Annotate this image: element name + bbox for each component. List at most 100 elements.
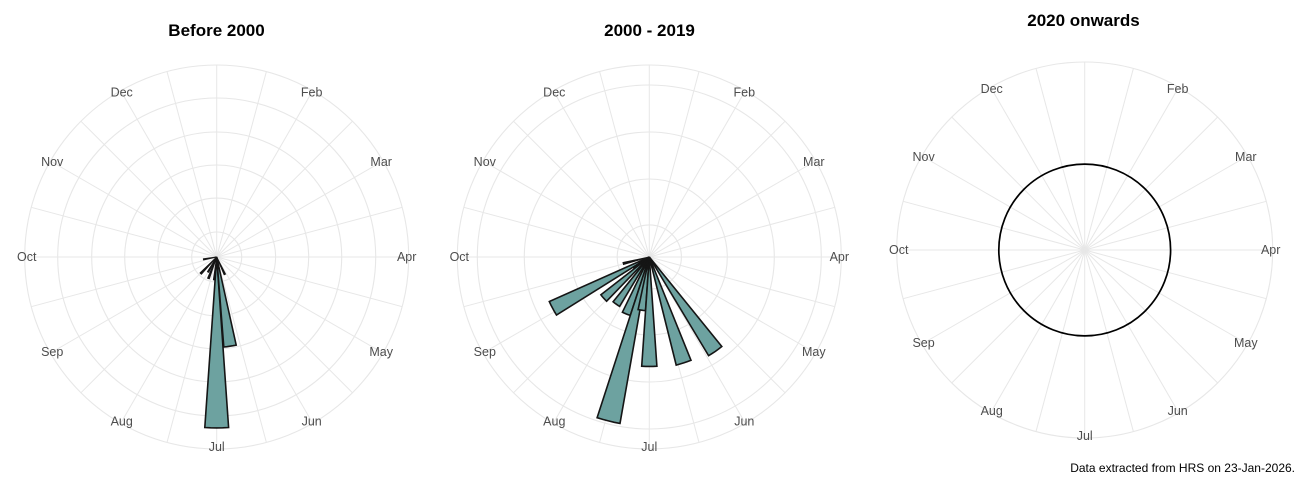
chart-1-grid-ring	[476, 84, 822, 430]
chart-2-month-label-apr: Apr	[1261, 243, 1280, 257]
chart-0-grid-spoke	[31, 206, 217, 258]
chart-0-grid-spoke	[216, 256, 384, 354]
chart-1-grid-spoke	[599, 71, 650, 258]
chart-1-bar	[611, 256, 650, 308]
chart-0-grid-spoke	[216, 256, 314, 424]
chart-0-month-label-aug: Aug	[111, 415, 133, 429]
chart-0-month-label-feb: Feb	[301, 86, 323, 100]
chart-0-spike	[206, 256, 218, 274]
chart-1-month-label-oct: Oct	[450, 250, 470, 264]
chart-0-month-label-apr: Apr	[397, 250, 416, 264]
chart-2-grid-spoke	[1084, 249, 1218, 384]
chart-0-month-label-mar: Mar	[370, 155, 392, 169]
chart-1-bar	[640, 256, 658, 368]
chart-2-month-label-nov: Nov	[912, 150, 935, 164]
chart-1-grid-ring	[523, 131, 775, 383]
chart-0-grid-ring	[24, 64, 410, 450]
chart-1-grid-spoke	[463, 206, 650, 258]
chart-1-grid-spoke	[482, 160, 650, 258]
chart-title-before-2000: Before 2000	[168, 21, 265, 40]
chart-1-month-label-dec: Dec	[543, 86, 565, 100]
chart-2-grid-spoke	[1084, 116, 1218, 251]
chart-0-grid-spoke	[166, 256, 218, 443]
chart-0-grid-spoke	[216, 160, 384, 258]
chart-2-month-label-jun: Jun	[1168, 404, 1188, 418]
chart-1-month-label-jun: Jun	[734, 415, 754, 429]
chart-0-grid-spoke	[120, 90, 218, 258]
chart-1-bar	[648, 256, 723, 357]
chart-2-month-label-may: May	[1234, 336, 1258, 350]
chart-1-bar	[596, 256, 651, 425]
chart-2-month-label-mar: Mar	[1235, 150, 1257, 164]
chart-2-month-label-feb: Feb	[1167, 82, 1189, 96]
chart-0-grid-spoke	[166, 71, 218, 258]
chart-1-month-label-nov: Nov	[474, 155, 497, 169]
chart-0-spike	[206, 256, 218, 280]
figure-caption: Data extracted from HRS on 23-Jan-2026.	[1070, 461, 1295, 475]
chart-0-grid-spoke	[31, 256, 217, 308]
chart-0-grid-spoke	[80, 256, 218, 394]
chart-2-grid-ring	[896, 61, 1274, 439]
chart-2-grid-spoke	[1084, 249, 1267, 300]
chart-2-month-label-oct: Oct	[889, 243, 909, 257]
chart-0-spike	[212, 256, 218, 281]
chart-0-spike	[199, 256, 218, 275]
chart-1-grid-ring	[456, 64, 842, 450]
chart-2-month-label-aug: Aug	[981, 404, 1003, 418]
chart-title-2000-2019: 2000 - 2019	[604, 21, 695, 40]
chart-1-month-label-sep: Sep	[474, 345, 496, 359]
chart-2-grid-spoke	[902, 200, 1085, 251]
chart-1-grid-spoke	[648, 71, 700, 258]
chart-2-month-label-jul: Jul	[1077, 429, 1093, 443]
chart-1-spike	[632, 256, 650, 270]
chart-0-bar	[203, 256, 230, 429]
chart-0-spike	[202, 256, 217, 261]
chart-1-month-label-may: May	[802, 345, 826, 359]
chart-0-grid-spoke	[216, 71, 267, 258]
chart-0-month-label-jun: Jun	[302, 415, 322, 429]
chart-2-grid-spoke	[1084, 200, 1267, 251]
chart-0-grid-spoke	[50, 256, 217, 354]
chart-1-month-label-jul: Jul	[641, 440, 657, 454]
chart-2-grid-spoke	[1084, 249, 1134, 432]
chart-1-grid-spoke	[513, 120, 650, 258]
chart-1-bar	[648, 256, 693, 367]
chart-1-grid-spoke	[648, 120, 786, 258]
chart-2-grid-spoke	[1035, 249, 1086, 432]
chart-0-grid-spoke	[216, 90, 314, 258]
chart-2-grid-spoke	[1084, 86, 1180, 251]
chart-0-month-label-oct: Oct	[17, 250, 37, 264]
chart-0-grid-spoke	[216, 120, 353, 258]
chart-0-grid-spoke	[216, 256, 403, 308]
chart-2-grid-spoke	[1084, 249, 1180, 414]
chart-2-grid-spoke	[1084, 155, 1248, 251]
chart-2-grid-spoke	[902, 249, 1085, 300]
chart-0-month-label-may: May	[369, 345, 393, 359]
chart-2-grid-spoke	[990, 249, 1086, 414]
chart-0-spike	[216, 256, 227, 276]
chart-1-grid-spoke	[649, 160, 816, 258]
chart-1-month-label-feb: Feb	[734, 86, 756, 100]
chart-2-grid-spoke	[951, 116, 1086, 251]
chart-1-month-label-aug: Aug	[543, 415, 565, 429]
chart-2-grid-spoke	[951, 249, 1086, 384]
chart-0-bar	[215, 256, 238, 348]
chart-2-grid-spoke	[1084, 249, 1248, 345]
chart-0-month-label-sep: Sep	[41, 345, 63, 359]
chart-0-grid-spoke	[216, 256, 353, 394]
chart-0-month-label-nov: Nov	[41, 155, 64, 169]
chart-0-grid-spoke	[216, 256, 267, 443]
chart-0-month-label-dec: Dec	[111, 86, 133, 100]
chart-2-grid-spoke	[1035, 68, 1086, 251]
chart-title-2020-onwards: 2020 onwards	[1027, 11, 1140, 30]
chart-2-month-label-sep: Sep	[912, 336, 934, 350]
chart-0-grid-spoke	[80, 120, 218, 258]
chart-1-grid-spoke	[649, 206, 835, 258]
chart-0-grid-spoke	[120, 256, 218, 424]
chart-2-grid-spoke	[1084, 68, 1134, 251]
chart-1-grid-spoke	[552, 90, 650, 258]
chart-1-spike	[622, 256, 650, 266]
chart-2-reference-circle	[997, 163, 1172, 337]
